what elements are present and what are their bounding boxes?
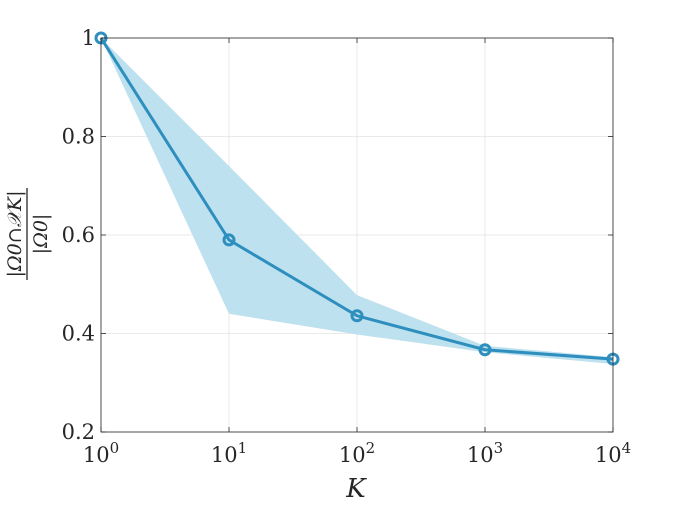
y-tick-label: 0.6: [62, 223, 95, 247]
y-axis-label-denominator: |Ω0|: [30, 214, 52, 255]
x-axis-label: K: [345, 474, 367, 504]
series-line: [99, 37, 614, 361]
data-point: [222, 233, 236, 247]
y-tick-label: 0.8: [62, 125, 95, 149]
grid-lines: [100, 37, 614, 433]
y-tick-label: 0.2: [62, 420, 95, 444]
x-tick-label: 104: [595, 439, 631, 467]
x-tick-label: 100: [83, 439, 119, 467]
y-tick-label: 1: [82, 26, 95, 50]
y-tick-label: 0.4: [62, 322, 95, 346]
data-point: [478, 343, 492, 357]
y-axis-ticks: 0.2 0.4 0.6 0.8 1: [62, 26, 613, 444]
x-axis-ticks: 100 101 102 103 104: [83, 38, 631, 467]
y-axis-label: |Ω0∩𝒳K| |Ω0|: [4, 188, 52, 280]
y-axis-label-numerator: |Ω0∩𝒳K|: [4, 190, 26, 277]
data-point: [350, 309, 364, 323]
confidence-band: [101, 38, 613, 365]
x-tick-label: 103: [467, 439, 503, 467]
x-tick-label: 102: [339, 439, 375, 467]
x-tick-label: 101: [211, 439, 247, 467]
